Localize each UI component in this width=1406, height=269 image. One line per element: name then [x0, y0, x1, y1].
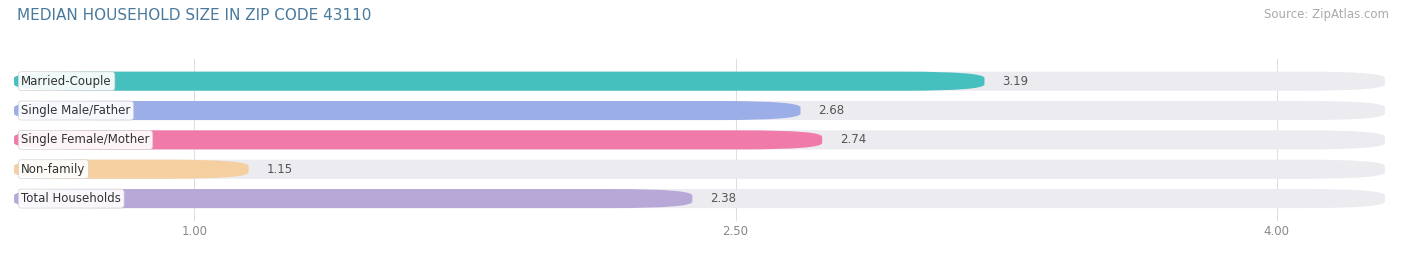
Text: 3.19: 3.19 — [1002, 75, 1029, 88]
Text: 2.38: 2.38 — [710, 192, 737, 205]
FancyBboxPatch shape — [14, 189, 692, 208]
FancyBboxPatch shape — [14, 72, 984, 91]
FancyBboxPatch shape — [14, 189, 1385, 208]
FancyBboxPatch shape — [14, 72, 1385, 91]
FancyBboxPatch shape — [14, 130, 1385, 149]
Text: Married-Couple: Married-Couple — [21, 75, 112, 88]
Text: Source: ZipAtlas.com: Source: ZipAtlas.com — [1264, 8, 1389, 21]
FancyBboxPatch shape — [14, 101, 800, 120]
FancyBboxPatch shape — [14, 101, 1385, 120]
FancyBboxPatch shape — [14, 160, 249, 179]
Text: 2.68: 2.68 — [818, 104, 845, 117]
Text: Single Female/Mother: Single Female/Mother — [21, 133, 150, 146]
Text: Single Male/Father: Single Male/Father — [21, 104, 131, 117]
Text: 2.74: 2.74 — [841, 133, 866, 146]
FancyBboxPatch shape — [14, 160, 1385, 179]
Text: Total Households: Total Households — [21, 192, 121, 205]
Text: Non-family: Non-family — [21, 163, 86, 176]
Text: MEDIAN HOUSEHOLD SIZE IN ZIP CODE 43110: MEDIAN HOUSEHOLD SIZE IN ZIP CODE 43110 — [17, 8, 371, 23]
FancyBboxPatch shape — [14, 130, 823, 149]
Text: 1.15: 1.15 — [267, 163, 292, 176]
